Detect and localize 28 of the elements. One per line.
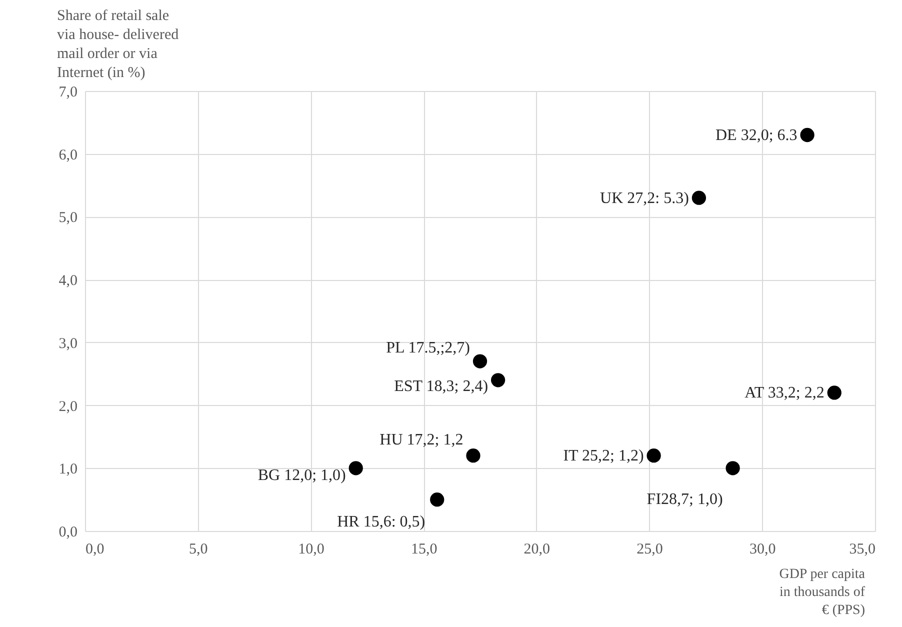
x-tick-label: 35,0 bbox=[849, 542, 876, 558]
annotation: HR 15,6: 0,5) bbox=[337, 514, 426, 531]
y-tick-label: 4,0 bbox=[58, 273, 78, 290]
y-axis-title: Share of retail sale via house- delivered mail order or via Internet (in %) bbox=[57, 8, 180, 81]
x-tick-label: 20,0 bbox=[524, 542, 550, 558]
y-tick-label: 5,0 bbox=[58, 210, 78, 226]
annotation: BG 12,0; 1,0) bbox=[258, 467, 346, 484]
y-tick-label: 3,0 bbox=[58, 336, 78, 352]
annotation: FI28,7; 1,0) bbox=[646, 491, 723, 508]
annotation: HU 17,2; 1,2 bbox=[380, 432, 464, 449]
y-tick-label: 6,0 bbox=[58, 147, 78, 164]
y-tick-label: 7,0 bbox=[58, 84, 78, 100]
y-tick-label: 0,0 bbox=[58, 524, 78, 540]
annotation: AT 33,2; 2,2 bbox=[744, 384, 824, 402]
annotation: UK 27,2: 5.3) bbox=[600, 190, 689, 207]
x-tick-label: 0,0 bbox=[86, 542, 104, 558]
x-tick-label: 25,0 bbox=[636, 542, 663, 558]
x-tick-label: 30,0 bbox=[750, 542, 776, 558]
x-axis-title: GDP per capita in thousands of € (PPS) bbox=[779, 567, 866, 618]
y-tick-label: 2,0 bbox=[58, 398, 78, 415]
x-tick-label: 15,0 bbox=[410, 542, 438, 558]
y-tick-label: 1,0 bbox=[58, 462, 78, 478]
annotation: EST 18,3; 2,4) bbox=[394, 378, 488, 396]
x-tick-label: 5,0 bbox=[188, 542, 208, 558]
x-tick-label: 10,0 bbox=[298, 542, 324, 558]
annotation: DE 32,0; 6.3 bbox=[716, 127, 798, 144]
annotation: IT 25,2; 1,2) bbox=[563, 448, 644, 465]
annotation: PL 17.5,;2,7) bbox=[386, 339, 470, 356]
